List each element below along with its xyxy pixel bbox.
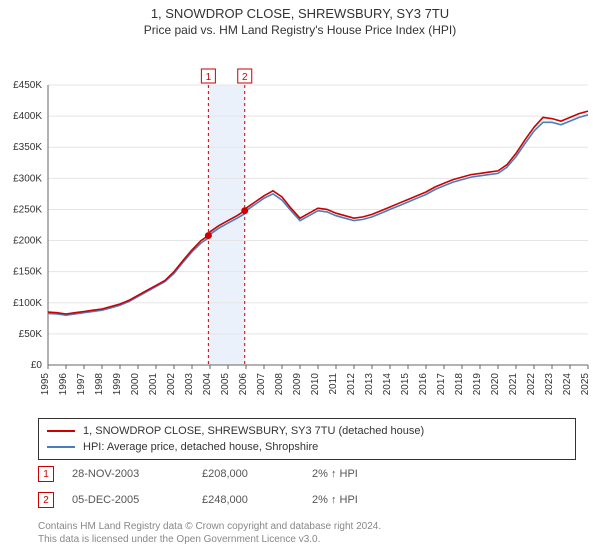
sale-row: 1 28-NOV-2003 £208,000 2% ↑ HPI bbox=[38, 466, 358, 482]
svg-text:£200K: £200K bbox=[13, 235, 42, 246]
legend-label: 1, SNOWDROP CLOSE, SHREWSBURY, SY3 7TU (… bbox=[83, 425, 424, 437]
svg-text:1997: 1997 bbox=[76, 372, 87, 395]
svg-text:£50K: £50K bbox=[19, 329, 43, 340]
svg-text:2024: 2024 bbox=[562, 372, 573, 395]
chart-subtitle: Price paid vs. HM Land Registry's House … bbox=[0, 23, 600, 37]
svg-text:£300K: £300K bbox=[13, 173, 42, 184]
legend-item: 1, SNOWDROP CLOSE, SHREWSBURY, SY3 7TU (… bbox=[47, 423, 567, 439]
sale-diff: 2% ↑ HPI bbox=[312, 494, 358, 506]
svg-text:2022: 2022 bbox=[526, 372, 537, 395]
footer-line: This data is licensed under the Open Gov… bbox=[38, 533, 381, 546]
legend-item: HPI: Average price, detached house, Shro… bbox=[47, 439, 567, 455]
svg-text:2001: 2001 bbox=[148, 372, 159, 395]
legend-label: HPI: Average price, detached house, Shro… bbox=[83, 441, 318, 453]
svg-text:2005: 2005 bbox=[220, 372, 231, 395]
price-chart: £0 £50K £100K £150K £200K £250K £300K £350K £400… bbox=[0, 37, 600, 407]
svg-text:2018: 2018 bbox=[454, 372, 465, 395]
svg-text:2021: 2021 bbox=[508, 372, 519, 395]
svg-text:2012: 2012 bbox=[346, 372, 357, 395]
svg-text:2006: 2006 bbox=[238, 372, 249, 395]
svg-text:2015: 2015 bbox=[400, 372, 411, 395]
svg-text:2008: 2008 bbox=[274, 372, 285, 395]
chart-title: 1, SNOWDROP CLOSE, SHREWSBURY, SY3 7TU bbox=[0, 0, 600, 23]
svg-text:1999: 1999 bbox=[112, 372, 123, 395]
sale-marker-box: 1 bbox=[38, 466, 54, 482]
svg-text:2013: 2013 bbox=[364, 372, 375, 395]
svg-text:2010: 2010 bbox=[310, 372, 321, 395]
legend-swatch bbox=[47, 446, 75, 448]
footer-attribution: Contains HM Land Registry data © Crown c… bbox=[38, 520, 381, 546]
svg-text:2007: 2007 bbox=[256, 372, 267, 395]
svg-text:1996: 1996 bbox=[58, 372, 69, 395]
svg-text:£400K: £400K bbox=[13, 111, 42, 122]
svg-text:£150K: £150K bbox=[13, 267, 42, 278]
sale-marker-box: 2 bbox=[38, 492, 54, 508]
svg-text:2025: 2025 bbox=[580, 372, 591, 395]
svg-text:2003: 2003 bbox=[184, 372, 195, 395]
svg-text:1: 1 bbox=[206, 72, 212, 83]
sale-row: 2 05-DEC-2005 £248,000 2% ↑ HPI bbox=[38, 492, 358, 508]
legend-swatch bbox=[47, 430, 75, 432]
svg-text:£350K: £350K bbox=[13, 142, 42, 153]
svg-text:2020: 2020 bbox=[490, 372, 501, 395]
svg-text:2009: 2009 bbox=[292, 372, 303, 395]
sale-date: 05-DEC-2005 bbox=[72, 494, 202, 506]
svg-text:2016: 2016 bbox=[418, 372, 429, 395]
svg-text:2017: 2017 bbox=[436, 372, 447, 395]
svg-text:2: 2 bbox=[242, 72, 248, 83]
svg-text:2023: 2023 bbox=[544, 372, 555, 395]
svg-text:£250K: £250K bbox=[13, 204, 42, 215]
svg-text:2019: 2019 bbox=[472, 372, 483, 395]
svg-text:2011: 2011 bbox=[328, 372, 339, 394]
svg-text:2014: 2014 bbox=[382, 372, 393, 395]
footer-line: Contains HM Land Registry data © Crown c… bbox=[38, 520, 381, 533]
sale-date: 28-NOV-2003 bbox=[72, 468, 202, 480]
svg-text:£450K: £450K bbox=[13, 80, 42, 91]
legend-box: 1, SNOWDROP CLOSE, SHREWSBURY, SY3 7TU (… bbox=[38, 418, 576, 460]
svg-text:2004: 2004 bbox=[202, 372, 213, 395]
svg-text:2000: 2000 bbox=[130, 372, 141, 395]
sale-diff: 2% ↑ HPI bbox=[312, 468, 358, 480]
svg-text:1998: 1998 bbox=[94, 372, 105, 395]
svg-text:£100K: £100K bbox=[13, 298, 42, 309]
svg-text:1995: 1995 bbox=[40, 372, 51, 395]
svg-text:2002: 2002 bbox=[166, 372, 177, 395]
svg-text:£0: £0 bbox=[31, 360, 43, 371]
sale-price: £208,000 bbox=[202, 468, 312, 480]
sale-price: £248,000 bbox=[202, 494, 312, 506]
